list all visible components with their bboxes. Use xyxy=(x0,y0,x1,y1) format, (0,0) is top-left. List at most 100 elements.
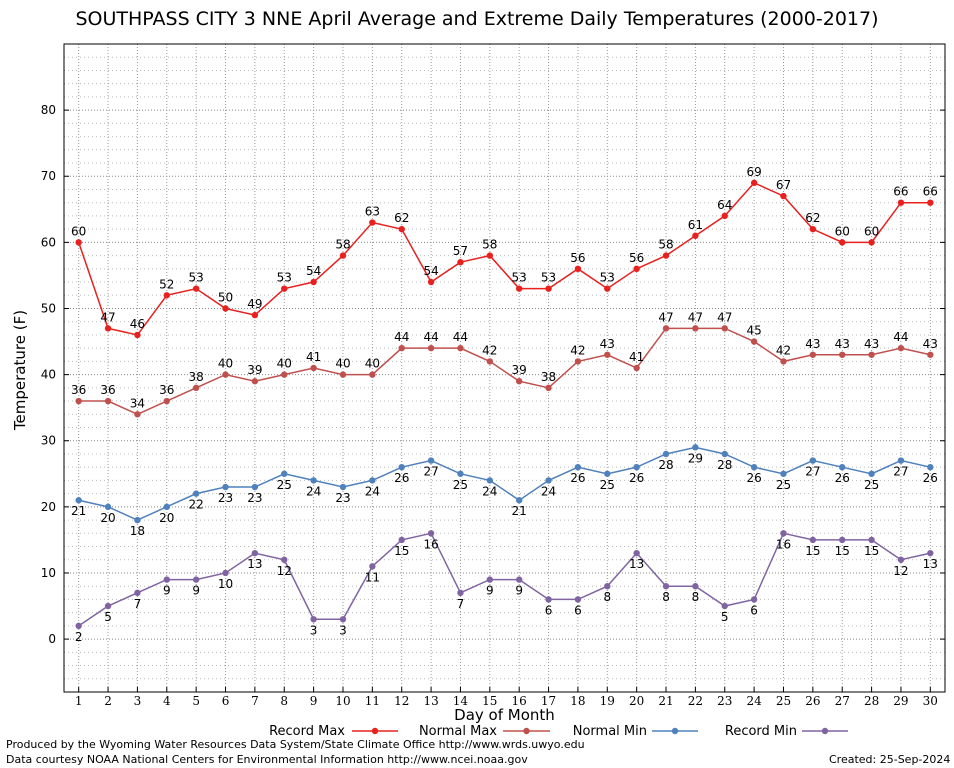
data-point xyxy=(780,358,787,365)
data-point xyxy=(721,325,728,332)
plot-frame xyxy=(63,43,946,693)
data-point xyxy=(310,616,317,623)
legend: Record Max Normal Max Normal Min Record Min xyxy=(269,724,848,739)
footer-courtesy: Data courtesy NOAA National Centers for … xyxy=(6,753,528,766)
data-label: 53 xyxy=(189,271,204,285)
data-label: 43 xyxy=(864,337,879,351)
data-label: 26 xyxy=(923,471,938,485)
data-label: 28 xyxy=(717,458,732,472)
x-tick-label: 13 xyxy=(423,694,438,708)
data-point xyxy=(163,397,170,405)
data-point xyxy=(281,470,288,477)
data-point xyxy=(369,563,376,570)
data-label: 21 xyxy=(512,504,527,518)
data-point xyxy=(633,364,640,372)
y-tick-label: 10 xyxy=(41,566,56,580)
y-tick-label: 20 xyxy=(41,500,56,514)
data-point xyxy=(750,463,758,471)
data-point xyxy=(545,384,552,392)
data-label: 15 xyxy=(864,544,879,558)
data-label: 44 xyxy=(394,330,409,344)
data-point xyxy=(281,371,288,378)
x-tick-label: 7 xyxy=(251,694,259,708)
data-label: 13 xyxy=(629,557,644,571)
data-label: 25 xyxy=(776,478,791,492)
data-point xyxy=(574,358,582,365)
data-label: 60 xyxy=(835,224,850,238)
footer-produced-by: Produced by the Wyoming Water Resources … xyxy=(6,738,585,751)
x-tick-label: 16 xyxy=(512,694,527,708)
data-point xyxy=(457,344,464,352)
data-label: 53 xyxy=(277,271,292,285)
data-point xyxy=(339,252,347,259)
data-label: 26 xyxy=(570,471,585,485)
data-label: 47 xyxy=(717,310,732,324)
data-point xyxy=(809,457,817,464)
data-point xyxy=(339,483,347,491)
x-tick-label: 2 xyxy=(104,694,112,708)
data-point xyxy=(398,536,405,544)
data-label: 15 xyxy=(835,544,850,558)
x-axis-label: Day of Month xyxy=(454,706,555,724)
data-label: 23 xyxy=(247,491,262,505)
data-point xyxy=(692,325,699,332)
data-point xyxy=(369,477,376,484)
y-tick-label: 30 xyxy=(41,434,56,448)
data-point xyxy=(633,463,640,471)
data-label: 24 xyxy=(365,484,380,498)
data-point xyxy=(927,199,934,206)
data-point xyxy=(369,371,376,378)
series-line xyxy=(78,446,931,521)
data-point xyxy=(134,411,141,418)
series-record-max: 60 47 46 52 53 50 49 53 54 58 63 62 54 57 58 53 53 56 53 56… xyxy=(71,165,938,339)
data-point xyxy=(222,305,229,312)
data-label: 29 xyxy=(688,451,703,465)
x-tick-label: 29 xyxy=(893,694,908,708)
data-label: 26 xyxy=(835,471,850,485)
data-label: 23 xyxy=(218,491,233,505)
data-label: 54 xyxy=(306,264,321,278)
data-point xyxy=(809,225,817,233)
data-point xyxy=(839,351,846,358)
data-label: 53 xyxy=(541,271,556,285)
data-label: 58 xyxy=(482,238,497,252)
x-tick-label: 23 xyxy=(717,694,732,708)
data-label: 46 xyxy=(130,317,145,331)
x-tick-label: 19 xyxy=(600,694,615,708)
data-point xyxy=(486,576,494,583)
data-point xyxy=(75,397,82,405)
data-point xyxy=(369,219,376,226)
data-label: 12 xyxy=(277,564,292,578)
data-point xyxy=(310,278,317,286)
data-point xyxy=(927,351,934,358)
data-label: 42 xyxy=(570,343,585,357)
x-tick-label: 3 xyxy=(134,694,142,708)
data-point xyxy=(222,371,229,378)
data-point xyxy=(134,331,141,339)
data-point xyxy=(574,463,582,471)
data-point xyxy=(927,463,934,471)
data-point xyxy=(398,463,405,471)
data-point xyxy=(251,483,259,491)
data-label: 2 xyxy=(75,630,83,644)
y-tick-label: 0 xyxy=(48,632,56,646)
data-point xyxy=(192,490,200,497)
data-label: 25 xyxy=(277,478,292,492)
data-point xyxy=(839,463,846,471)
data-label: 56 xyxy=(629,251,644,265)
data-point xyxy=(839,239,846,246)
legend-label: Record Min xyxy=(725,724,797,739)
y-tick-label: 40 xyxy=(41,368,56,382)
x-tick-label: 17 xyxy=(541,694,556,708)
data-point xyxy=(809,536,817,544)
data-point xyxy=(134,589,141,597)
data-label: 3 xyxy=(339,623,347,637)
data-label: 53 xyxy=(600,271,615,285)
data-point xyxy=(75,622,82,630)
x-tick-label: 12 xyxy=(394,694,409,708)
data-point xyxy=(515,576,523,583)
data-point xyxy=(192,576,200,583)
data-label: 26 xyxy=(746,471,761,485)
data-label: 6 xyxy=(545,603,553,617)
